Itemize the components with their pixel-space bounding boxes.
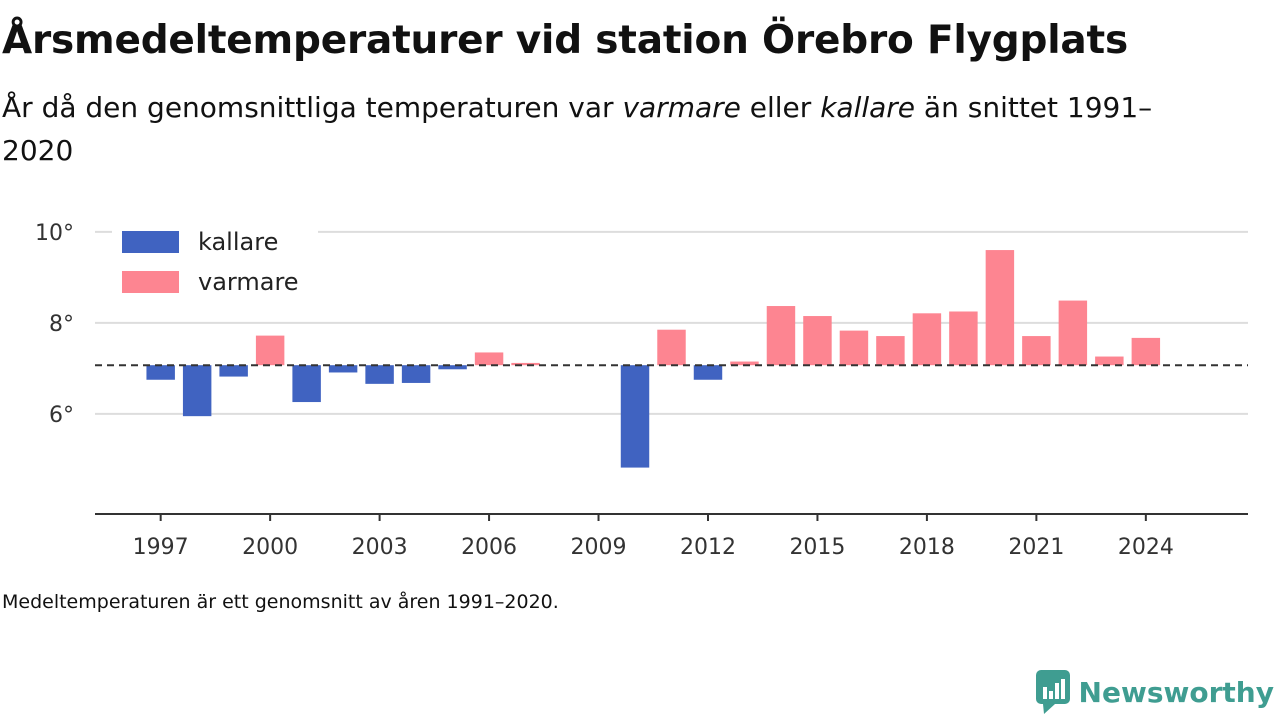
- x-tick-label: 2024: [1118, 535, 1174, 560]
- bar-2015: [803, 316, 832, 366]
- bar-2004: [401, 365, 431, 383]
- y-tick-label: 10°: [35, 221, 74, 246]
- bar-2007: [511, 362, 540, 366]
- bar-2010: [620, 365, 650, 468]
- x-tick-label: 2018: [899, 535, 955, 560]
- bar-2014: [766, 306, 796, 366]
- newsworthy-logo-icon: [1035, 670, 1070, 714]
- bars: [146, 250, 1161, 468]
- x-tick-label: 2009: [571, 535, 627, 560]
- bar-2019: [949, 311, 978, 366]
- bar-2016: [839, 330, 869, 366]
- subtitle-emphasis-warmer: varmare: [622, 91, 741, 124]
- y-tick-label: 8°: [49, 312, 74, 337]
- bar-1998: [182, 365, 212, 417]
- bar-2020: [985, 250, 1015, 366]
- bar-2003: [365, 365, 394, 384]
- bar-2005: [438, 365, 467, 370]
- x-tick-label: 2021: [1008, 535, 1064, 560]
- chart-subtitle: År då den genomsnittliga temperaturen va…: [2, 86, 1222, 172]
- x-tick-label: 2012: [680, 535, 736, 560]
- x-tick-label: 2006: [461, 535, 517, 560]
- subtitle-emphasis-colder: kallare: [820, 91, 916, 124]
- bar-2002: [328, 365, 358, 373]
- bar-1997: [146, 365, 175, 380]
- subtitle-text-3: än snittet 1991–2020: [2, 91, 1153, 167]
- x-tick-label: 1997: [133, 535, 189, 560]
- bar-2011: [657, 329, 686, 366]
- bar-2006: [474, 352, 504, 366]
- x-tick-label: 2000: [242, 535, 298, 560]
- bar-2022: [1058, 300, 1088, 366]
- legend: kallare varmare: [112, 224, 318, 308]
- bar-2013: [730, 361, 759, 366]
- legend-label-warmer: varmare: [198, 268, 299, 296]
- subtitle-text-2: eller: [740, 91, 821, 124]
- bar-2018: [912, 313, 942, 366]
- axes: 6° 8° 10° 1997 2000 2003 2006 2009 2012 2015 2018 2…: [35, 221, 1248, 560]
- bar-2012: [693, 365, 723, 380]
- footnote: Medeltemperaturen är ett genomsnitt av å…: [2, 591, 559, 613]
- legend-label-colder: kallare: [198, 228, 278, 256]
- chart-title: Årsmedeltemperaturer vid station Örebro …: [2, 18, 1128, 63]
- bar-2000: [255, 335, 285, 366]
- legend-swatch-warmer: [122, 271, 179, 293]
- x-tick-label: 2015: [789, 535, 845, 560]
- legend-swatch-colder: [122, 231, 179, 253]
- bar-2023: [1095, 356, 1124, 366]
- bar-2024: [1131, 337, 1161, 366]
- bar-2021: [1022, 336, 1051, 366]
- bar-1999: [219, 365, 248, 377]
- temperature-bar-chart: 6° 8° 10° 1997 2000 2003 2006 2009 2012 2015 2018 2…: [35, 221, 1248, 560]
- subtitle-text-1: År då den genomsnittliga temperaturen va…: [2, 91, 623, 124]
- x-tick-label: 2003: [352, 535, 408, 560]
- bar-2001: [292, 365, 321, 403]
- y-tick-label: 6°: [49, 403, 74, 428]
- brand: Newsworthy: [1035, 668, 1274, 716]
- brand-name: Newsworthy: [1078, 675, 1274, 709]
- bar-2017: [876, 336, 905, 366]
